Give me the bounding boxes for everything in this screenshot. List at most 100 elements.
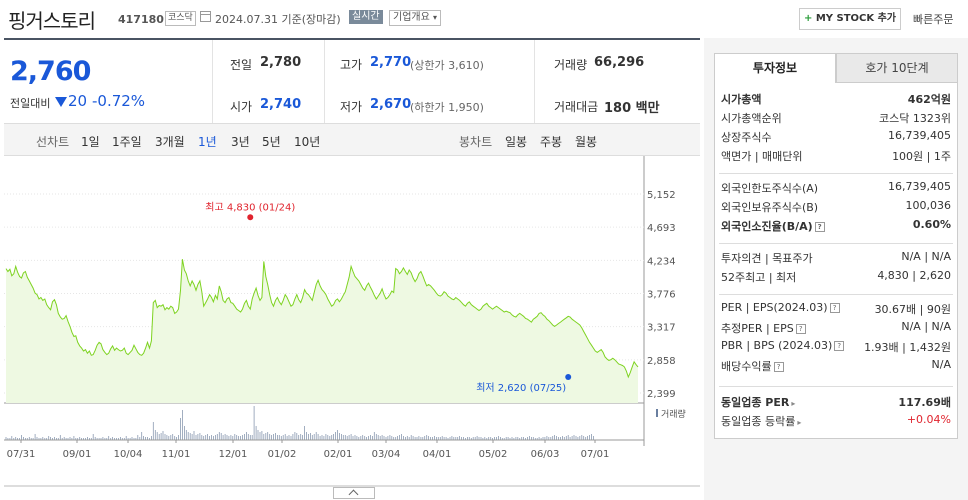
info-row: 배당수익률? N/A — [721, 358, 951, 377]
info-row: 시가총액순위 코스닥 1323위 — [721, 110, 951, 129]
info-label: 외국인한도주식수(A) — [721, 182, 819, 195]
change-percent: -0.72% — [92, 92, 146, 110]
period-10y[interactable]: 10년 — [294, 135, 321, 149]
volume-value: 66,296 — [594, 55, 645, 70]
divider — [212, 40, 213, 123]
info-label: 배당수익률? — [721, 358, 784, 374]
investment-info-panel: 투자정보 호가 10단계 시가총액 462억원 시가총액순위 코스닥 1323위 상장주… — [704, 38, 968, 500]
info-value: 100,036 — [905, 199, 952, 212]
info-value: N/A | N/A — [901, 250, 951, 263]
help-icon[interactable]: ? — [795, 324, 806, 334]
info-value: 1.93배 | 1,432원 — [864, 341, 951, 354]
amount-label: 거래대금 — [554, 100, 599, 114]
period-3m[interactable]: 3개월 — [155, 135, 185, 149]
stock-header: 핑거스토리 417180 코스닥 2024.07.31 기준(장마감) 실시간 … — [0, 0, 968, 38]
help-icon[interactable]: ? — [773, 362, 784, 372]
low-label: 저가 — [340, 100, 363, 114]
volume-legend-swatch — [656, 409, 658, 417]
help-icon[interactable]: ? — [829, 303, 840, 313]
period-1w[interactable]: 1주일 — [112, 135, 142, 149]
realtime-button[interactable]: 실시간 — [349, 10, 383, 24]
upper-limit: (상한가 3,610) — [410, 59, 484, 72]
candle-chart-label: 봉차트 — [459, 135, 493, 149]
down-triangle-icon — [55, 97, 67, 107]
divider — [324, 40, 325, 123]
info-label: 외국인보유주식수(B) — [721, 201, 819, 214]
x-tick-label: 09/01 — [63, 449, 92, 460]
y-tick-label: 4,234 — [647, 256, 676, 267]
collapse-chart-button[interactable] — [333, 487, 375, 499]
info-value: N/A — [931, 358, 951, 371]
prev-close-label: 전일 — [230, 58, 253, 72]
high-label: 고가 — [340, 58, 363, 72]
candle-daily[interactable]: 일봉 — [505, 135, 528, 149]
info-row: 동일업종 PER ▸ 117.69배 — [721, 394, 951, 413]
info-label: 추정PER | EPS? — [721, 320, 806, 336]
info-row: 외국인보유주식수(B) 100,036 — [721, 199, 951, 218]
plus-icon: + — [803, 13, 813, 24]
period-5y[interactable]: 5년 — [262, 135, 281, 149]
price-line — [5, 259, 639, 379]
company-overview-dropdown[interactable]: 기업개요 ▾ — [389, 10, 442, 26]
price-chart-svg: 5,152 4,693 4,234 3,776 3,317 2,858 2,399 최고 4,… — [4, 156, 700, 487]
volume-label: 거래량 — [554, 58, 588, 72]
info-label: 액면가 | 매매단위 — [721, 150, 803, 163]
info-row: 시가총액 462억원 — [721, 91, 951, 110]
info-value: +0.04% — [906, 413, 951, 426]
divider — [719, 294, 953, 295]
info-value: 16,739,405 — [888, 129, 951, 142]
candle-monthly[interactable]: 월봉 — [575, 135, 598, 149]
stock-name: 핑거스토리 — [8, 9, 96, 33]
x-tick-label: 07/31 — [7, 449, 36, 460]
stock-code: 417180 — [118, 13, 164, 26]
info-label: 52주최고 | 최저 — [721, 271, 797, 284]
x-tick-label: 12/01 — [219, 449, 248, 460]
change-label: 전일대비 — [10, 97, 51, 110]
period-1y[interactable]: 1년 — [198, 135, 217, 149]
y-tick-label: 5,152 — [647, 190, 676, 201]
x-tick-label: 04/01 — [423, 449, 452, 460]
price-summary: 2,760 전일대비 20 -0.72% 전일 2,780 시가 2,740 고… — [4, 38, 700, 124]
tab-investment-info[interactable]: 투자정보 — [714, 53, 836, 83]
market-badge: 코스닥 — [165, 11, 196, 26]
arrow-right-icon: ▸ — [797, 418, 802, 427]
calendar-icon — [200, 11, 211, 22]
divider — [719, 243, 953, 244]
info-row: 투자의견 | 목표주가 N/A | N/A — [721, 250, 951, 269]
divider — [534, 40, 535, 123]
add-mystock-button[interactable]: + MY STOCK 추가 — [799, 8, 901, 30]
y-tick-label: 4,693 — [647, 223, 676, 234]
info-value: N/A | N/A — [901, 320, 951, 333]
divider — [719, 173, 953, 174]
info-value: 30.67배 | 90원 — [874, 303, 951, 316]
info-tabs: 투자정보 호가 10단계 — [714, 53, 958, 83]
y-tick-label: 3,317 — [647, 323, 676, 334]
info-row: 외국인소진율(B/A)? 0.60% — [721, 218, 951, 237]
tab-orderbook[interactable]: 호가 10단계 — [836, 53, 958, 83]
x-tick-label: 10/04 — [114, 449, 143, 460]
info-row: 동일업종 등락률 ▸ +0.04% — [721, 413, 951, 432]
max-point — [247, 214, 254, 221]
info-row: 추정PER | EPS? N/A | N/A — [721, 320, 951, 339]
info-label: 동일업종 PER ▸ — [721, 396, 796, 409]
line-chart-label: 선차트 — [36, 135, 70, 149]
prev-close-value: 2,780 — [260, 55, 302, 70]
quick-order-link[interactable]: 빠른주문 — [913, 13, 954, 26]
info-row: 외국인한도주식수(A) 16,739,405 — [721, 180, 951, 199]
help-icon[interactable]: ? — [834, 341, 845, 351]
y-tick-label: 2,858 — [647, 356, 676, 367]
info-value: 0.60% — [912, 218, 951, 231]
info-row: 52주최고 | 최저 4,830 | 2,620 — [721, 269, 951, 288]
divider — [719, 386, 953, 387]
x-tick-label: 06/03 — [531, 449, 560, 460]
info-row: PER | EPS(2024.03)? 30.67배 | 90원 — [721, 301, 951, 320]
info-value: 4,830 | 2,620 — [877, 269, 951, 282]
x-tick-label: 11/01 — [162, 449, 191, 460]
help-icon[interactable]: ? — [814, 222, 825, 232]
info-value: 100원 | 1주 — [892, 150, 951, 163]
volume-legend-label: 거래량 — [661, 408, 686, 420]
candle-weekly[interactable]: 주봉 — [540, 135, 563, 149]
period-1d[interactable]: 1일 — [81, 135, 100, 149]
x-tick-label: 01/02 — [268, 449, 297, 460]
period-3y[interactable]: 3년 — [231, 135, 250, 149]
